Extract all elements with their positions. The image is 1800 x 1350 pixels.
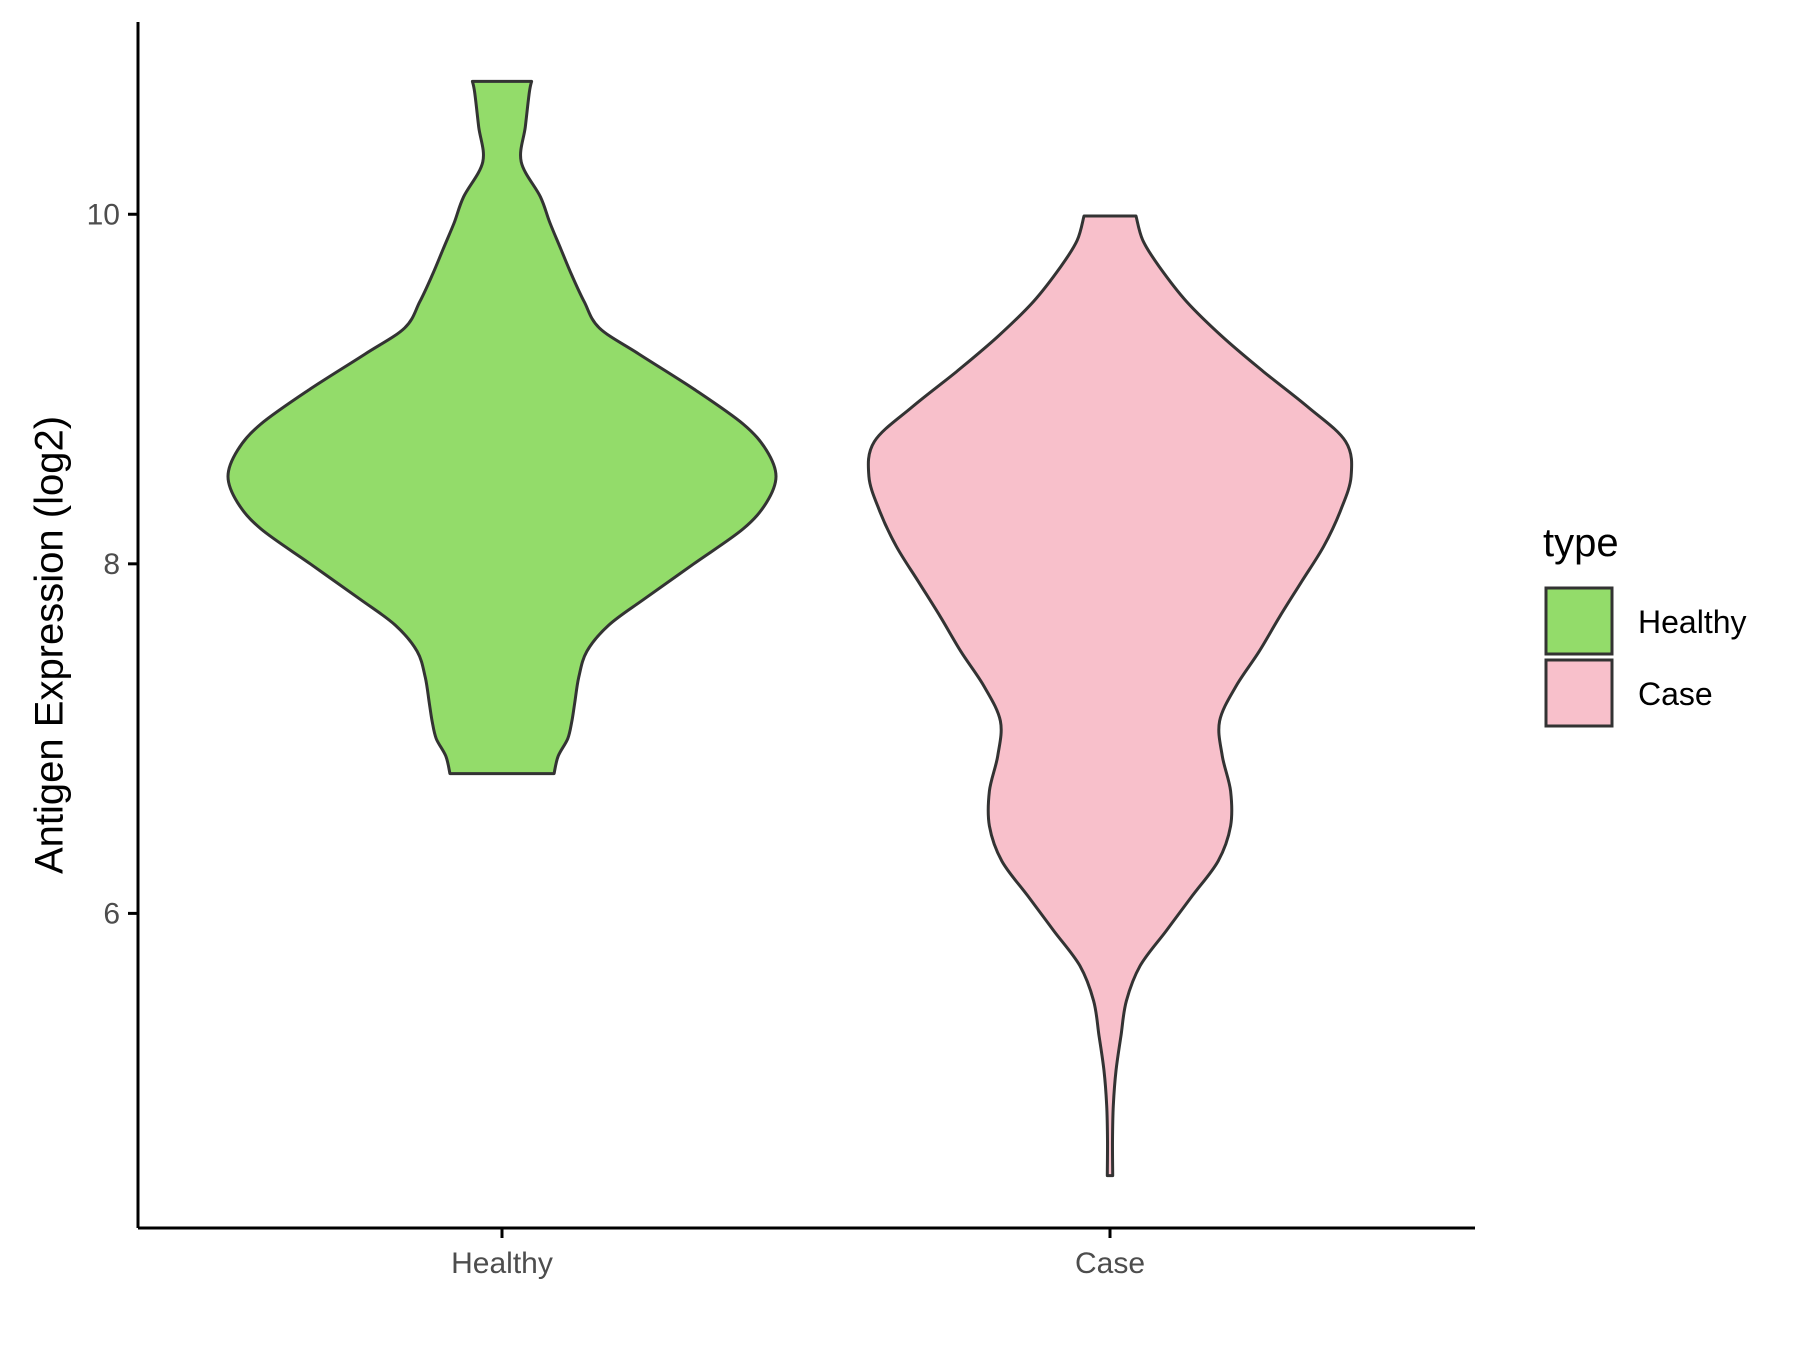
violin-case	[866, 214, 1354, 1178]
x-ticks: Healthy Case	[451, 1228, 1145, 1280]
axes	[136, 22, 1475, 1230]
legend-swatch-case	[1544, 658, 1614, 728]
violin-healthy	[226, 79, 778, 776]
x-tick-label: Healthy	[451, 1247, 553, 1280]
legend-swatch-healthy	[1544, 586, 1614, 656]
y-tick-label: 6	[103, 897, 120, 930]
legend-title: type	[1543, 521, 1619, 565]
legend-label-case: Case	[1638, 676, 1713, 712]
x-tick-label: Case	[1075, 1247, 1145, 1280]
y-tick-label: 8	[103, 548, 120, 581]
legend-label-healthy: Healthy	[1638, 604, 1747, 640]
y-axis-title: Antigen Expression (log2)	[28, 416, 72, 874]
y-tick-label: 10	[87, 198, 120, 231]
legend: type Healthy Case	[1543, 521, 1747, 728]
violins-layer	[226, 79, 1354, 1178]
y-ticks: 6 8 10	[87, 198, 138, 930]
